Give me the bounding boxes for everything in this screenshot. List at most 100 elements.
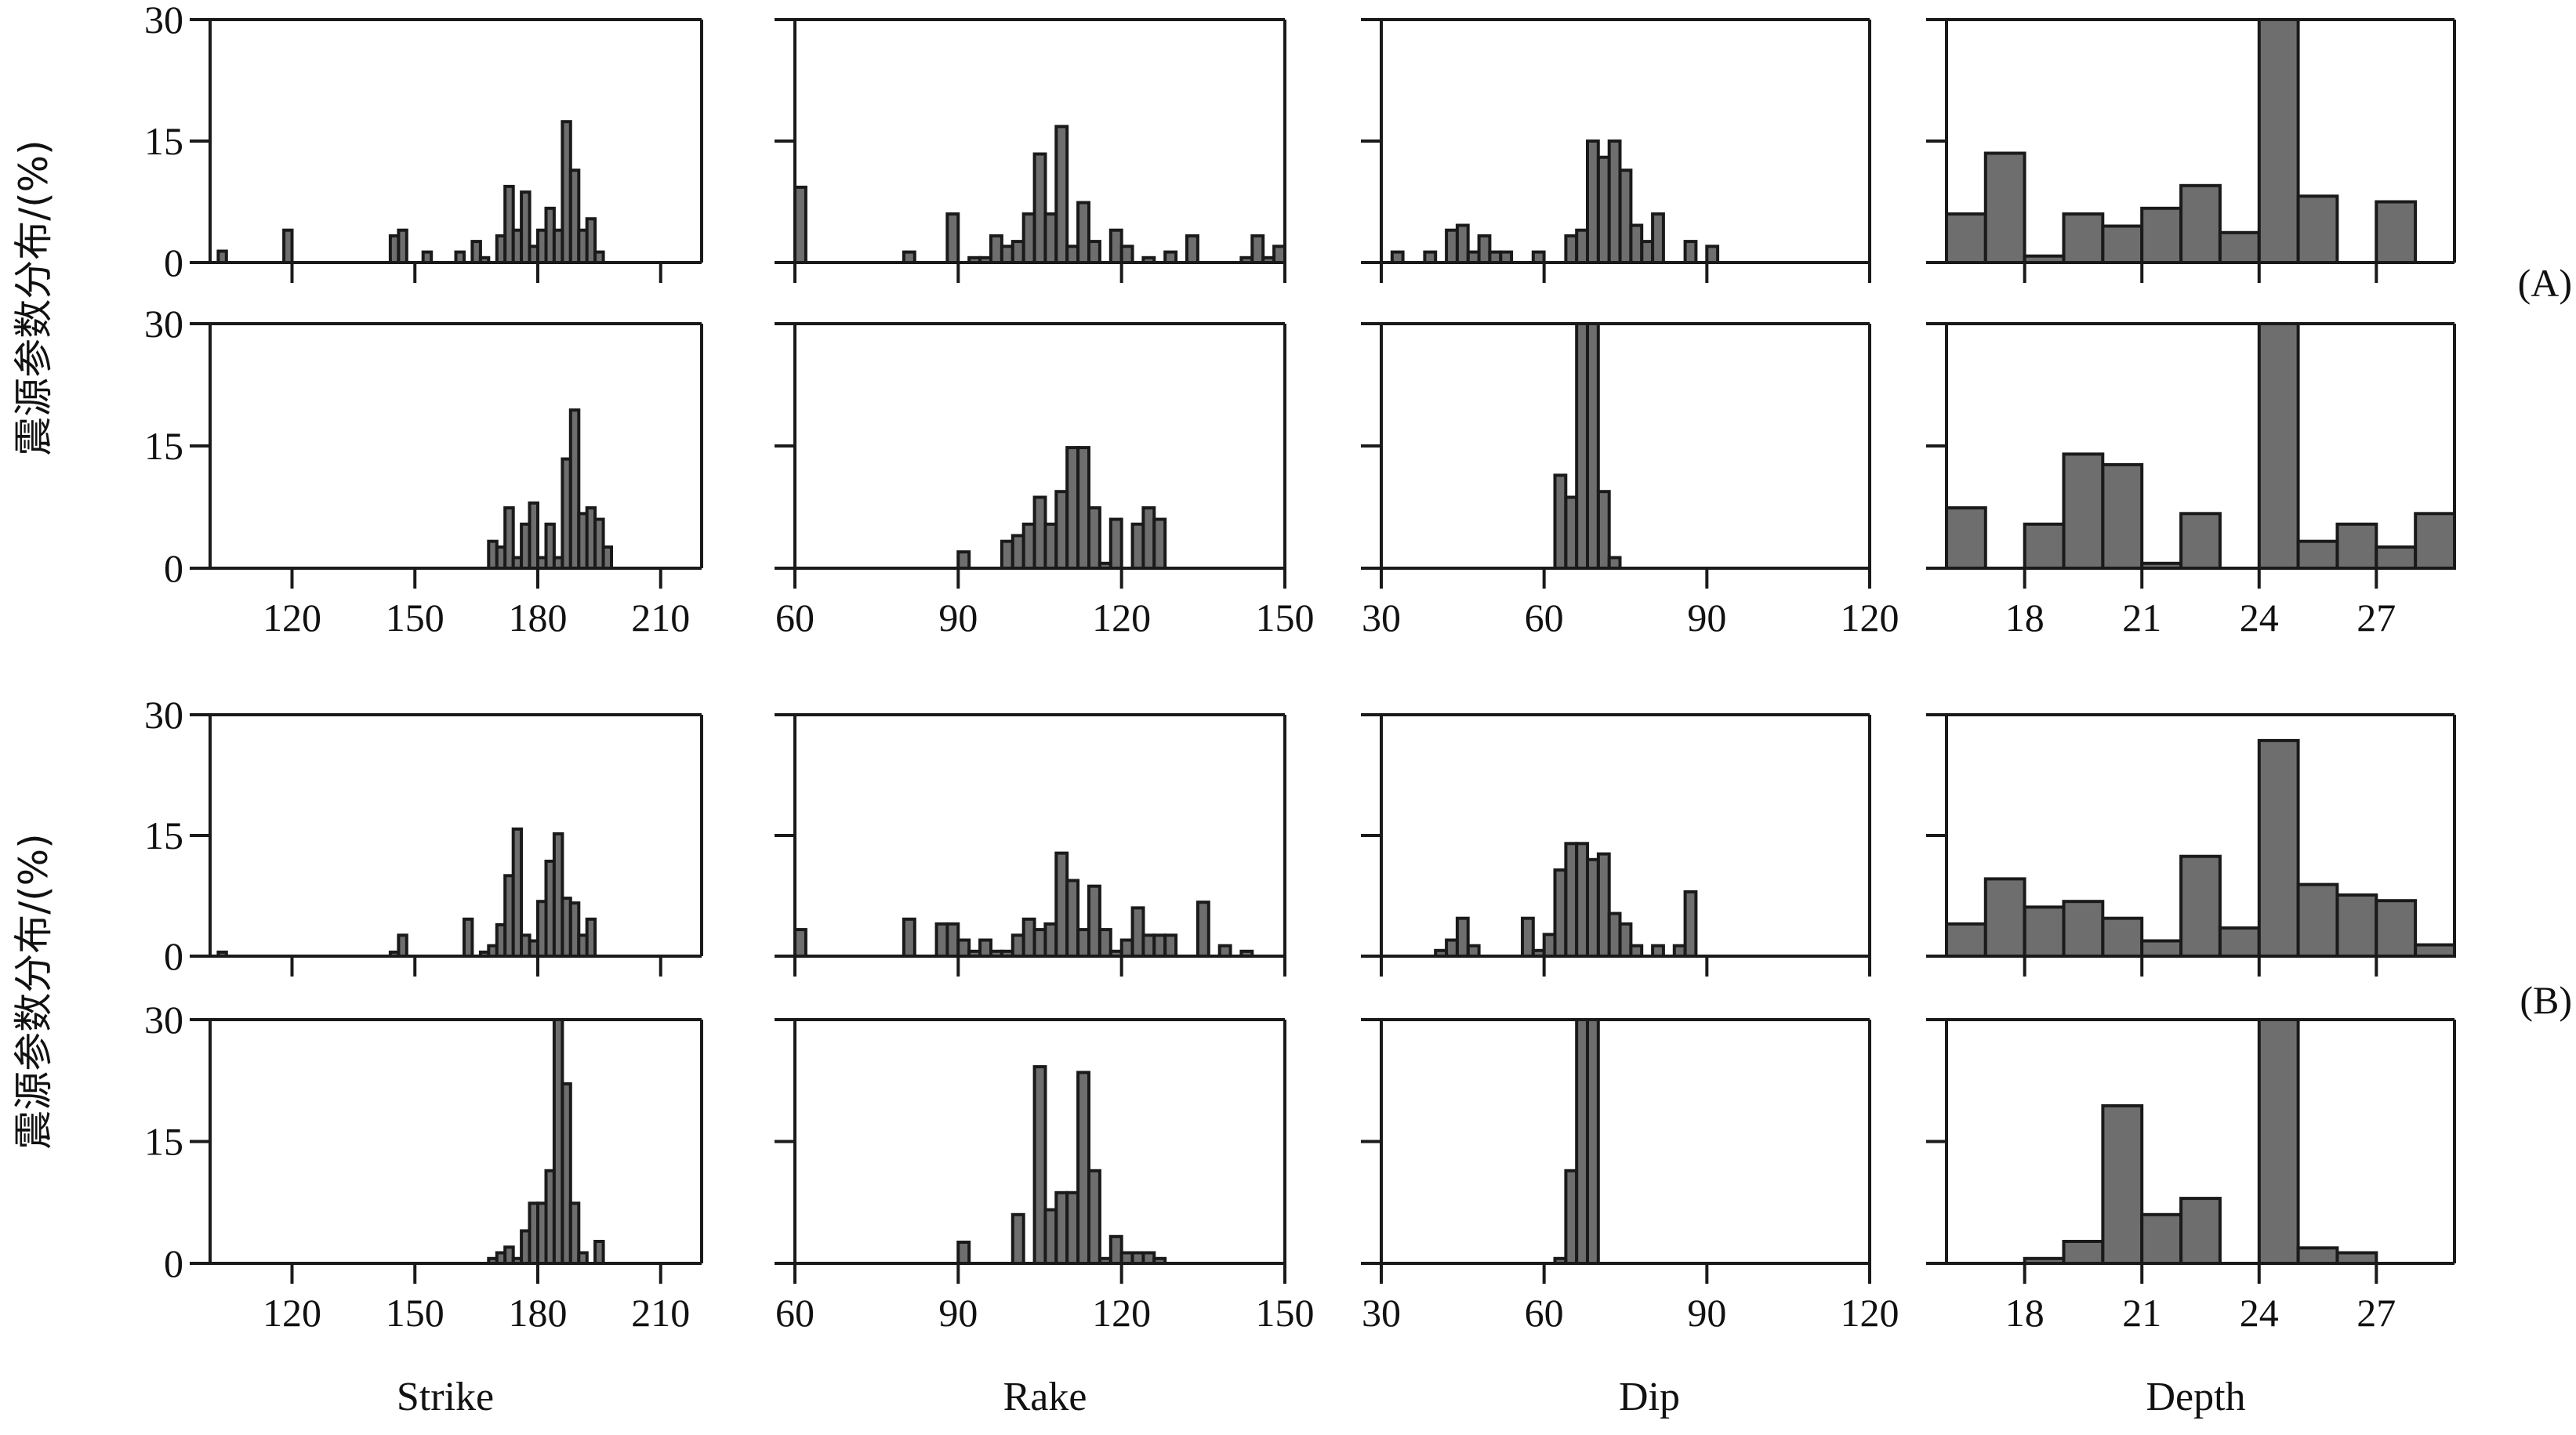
histogram-bar: Depth 16–17: 6% [1945,212,1987,264]
histogram-bar: Dip 44–46: 4.6% [1455,223,1470,264]
histogram-bar: Strike 194–196: 1.3% [593,250,605,265]
x-tick-label: 90 [938,596,978,640]
histogram-bar: Dip 62–64: 10.7% [1553,868,1568,958]
histogram-bar: Dip 66–68: 30% [1575,1018,1589,1265]
histogram-bar: Rake 108–110: 9.4% [1054,490,1069,571]
histogram-bar: Strike 190–192: 1.3% [577,1251,589,1265]
y-tick-label: 30 [144,0,183,42]
y-axis-title-group-a: 震源参数分布/(%) [11,140,56,455]
y-tick-label: 0 [164,934,183,978]
histogram-bar: Rake 106–108: 6.6% [1043,1208,1058,1265]
panel-dip-a2: Dip 62–64: 11.4%Dip 64–66: 8.7%Dip 66–68… [1361,322,1899,640]
histogram-bar: Rake 60–62: 9.3% [793,185,807,264]
x-tick-label: 27 [2356,1291,2396,1335]
y-axis-title: 震源参数分布/(%) [11,140,56,455]
histogram-bar: Depth 24–25: 26.8% [2257,738,2300,958]
histogram-bar: Depth 27–28: 2.6% [2375,545,2418,570]
y-tick-label: 30 [144,998,183,1042]
histogram-bar: Rake 80–82: 1.3% [902,250,916,265]
histogram-bar: Dip 66–68: 30% [1575,322,1589,570]
x-tick-label: 210 [631,1291,690,1335]
histogram-bar: Rake 118–120: 3.3% [1108,1234,1123,1266]
histogram-bar: Strike 162–164: 4.6% [463,917,474,958]
histogram-bar: Rake 100–102: 2.6% [1010,240,1025,265]
x-tick-label: 24 [2240,596,2279,640]
x-axis-title-depth: Depth [2146,1375,2245,1419]
histogram-bar: Dip 46–48: 1.3% [1466,250,1481,265]
histogram-bar: Dip 58–60: 1.3% [1531,250,1546,265]
y-axis-title-group-b: 震源参数分布/(%) [11,833,56,1149]
histogram-bar: Dip 64–66: 11.4% [1564,1169,1579,1266]
histogram-bar: Rake 126–128: 6% [1152,517,1167,570]
histogram-bar: Depth 18–19: 5.4% [2023,522,2066,570]
panel-depth-b1: Depth 16–17: 4%Depth 17–18: 9.6%Depth 18… [1926,713,2456,977]
histogram-bar: Dip 32–34: 1.3% [1390,250,1405,265]
x-tick-label: 180 [509,1291,568,1335]
histogram-bar: Rake 98–100: 3.3% [1000,539,1014,571]
histogram-bar: Strike 146–148: 2.6% [397,933,408,958]
x-tick-label: 21 [2122,1291,2161,1335]
histogram-bar: Depth 24–25: 30% [2257,1018,2300,1265]
group-label-b: (B) [2520,978,2572,1022]
x-tick-label: 120 [1841,596,1899,640]
histogram-bar: Depth 16–17: 4% [1945,922,1987,958]
histogram-bar: Depth 27–28: 6.9% [2375,899,2418,958]
histogram-bar: Strike 146–148: 4% [397,228,408,265]
histogram-bar: Depth 28–29: 6.7% [2414,512,2456,570]
histogram-bar: Rake 128–130: 1.3% [1163,250,1178,265]
x-tick-label: 60 [1525,596,1564,640]
histogram-bar: Depth 27–28: 7.5% [2375,200,2418,264]
histogram-bar: Depth 23–24: 3.7% [2218,230,2261,264]
histogram-bar: Depth 17–18: 13.5% [1983,151,2026,264]
histogram-bar: Rake 112–114: 23.5% [1076,1071,1090,1266]
histogram-bar: Depth 21–22: 6.7% [2140,206,2182,264]
x-axis-title-strike: Strike [397,1375,494,1419]
histogram-bar: Rake 112–114: 7.4% [1076,201,1090,264]
histogram-bar: Dip 56–58: 4.7% [1521,916,1535,958]
histogram-bar: Rake 102–104: 5.4% [1021,522,1036,570]
histogram-bar: Strike 152–154: 1.3% [421,250,434,265]
histogram-bar: Dip 78–80: 2.6% [1640,240,1655,265]
x-tick-label: 150 [1256,1291,1315,1335]
x-tick-label: 60 [775,1291,815,1335]
histogram-bar: Dip 50–52: 1.3% [1488,250,1503,265]
histogram-bar: Depth 17–18: 9.6% [1983,877,2026,958]
histogram-bar: Depth 20–21: 4.7% [2101,916,2144,958]
histogram-bar: Dip 80–82: 6% [1651,212,1665,264]
histogram-bar: Rake 112–114: 3.3% [1076,928,1090,958]
histogram-bar: Rake 96–98: 3.3% [989,234,1003,264]
x-tick-label: 27 [2356,596,2396,640]
histogram-bar: Rake 120–122: 1.3% [1119,1251,1134,1265]
histogram-bar: Rake 80–82: 4.6% [902,917,916,958]
histogram-bar: Rake 116–118: 3.3% [1098,928,1112,958]
histogram-bar: Rake 114–116: 8.7% [1087,884,1101,958]
panel-strike-a1: Strike 102–104: 1.4% Strike 118–120: 4% St… [144,0,703,284]
x-tick-label: 60 [1525,1291,1564,1335]
x-tick-label: 150 [386,1291,444,1335]
panel-strike-b2: Strike 168–170: 0.6%Strike 170–172: 1.3%… [144,998,703,1335]
x-tick-label: 18 [2005,1291,2044,1335]
histogram-bar: Dip 42–44: 2% [1445,938,1459,958]
histogram-bar: Rake 144–146: 3.3% [1250,234,1265,264]
histogram-bar: Rake 124–126: 7.4% [1141,506,1156,570]
histogram-bar: Rake 106–108: 6% [1043,212,1058,264]
panel-rake-a2: Rake 90–92: 2% Rake 98–100: 3.3%Rake 100–… [775,322,1315,640]
histogram-bar: Dip 72–74: 5.3% [1607,911,1622,958]
x-tick-label: 60 [775,596,815,640]
histogram-bar: Strike 118–120: 4% [282,228,294,265]
histogram-bar: Rake 148–150: 2% [1272,245,1286,264]
histogram-bar: Depth 19–20: 6.8% [2062,900,2105,958]
histogram-bar: Rake 114–116: 11.4% [1087,1169,1101,1266]
histogram-bar: Rake 100–102: 2.6% [1010,933,1025,958]
histogram-bar: Depth 20–21: 12.7% [2101,462,2144,571]
histogram-bar: Rake 110–112: 9.4% [1065,879,1080,958]
histogram-bar: Dip 86–88: 8% [1683,890,1698,958]
histogram-bar: Depth 20–21: 19.4% [2101,1103,2144,1266]
histogram-bar: Depth 22–23: 6.7% [2179,512,2222,570]
histogram-bar: Rake 124–126: 1.3% [1141,1251,1156,1265]
histogram-bar: Rake 110–112: 2% [1065,245,1080,264]
x-tick-label: 120 [1841,1291,1899,1335]
histogram-bar: Depth 22–23: 9.5% [2179,183,2222,264]
y-tick-label: 30 [144,302,183,346]
